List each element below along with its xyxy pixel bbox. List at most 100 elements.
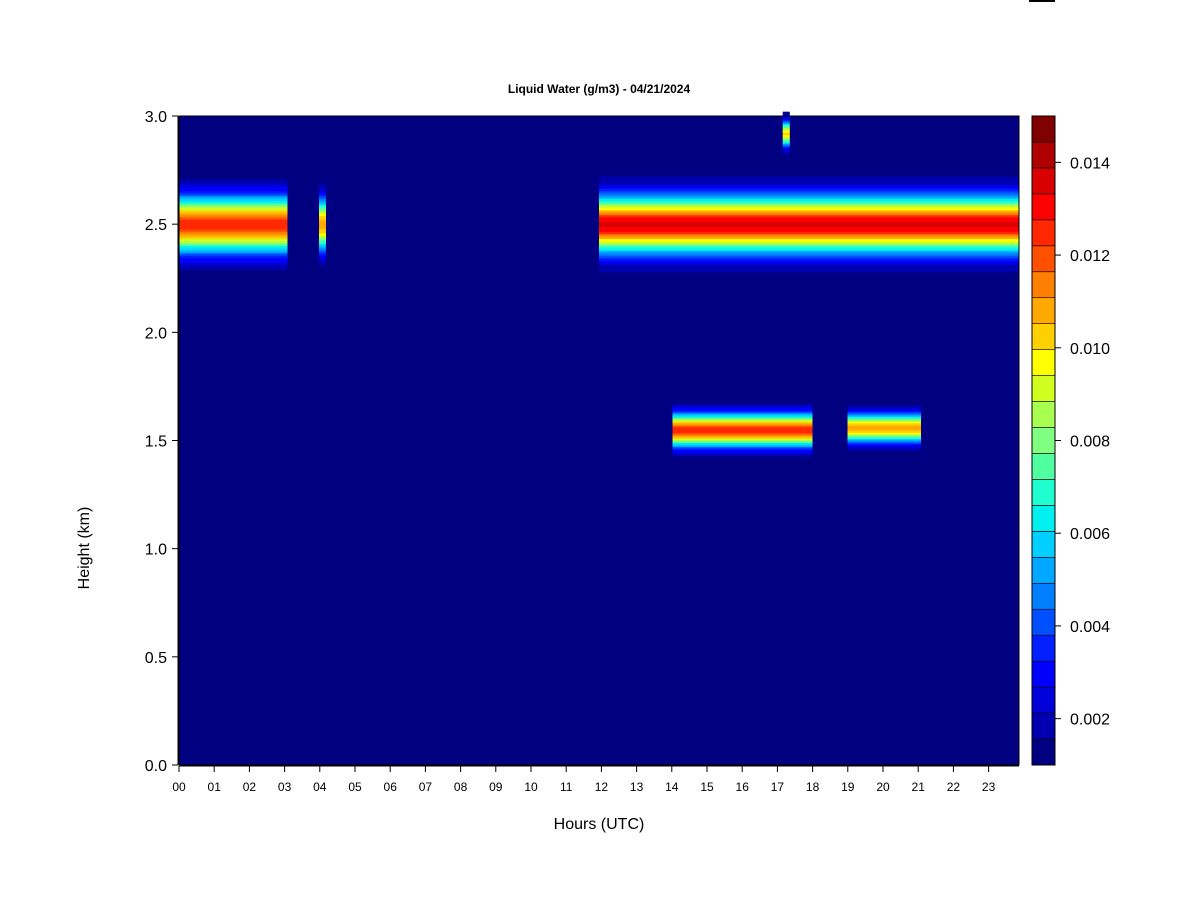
corner-mark: [1029, 0, 1055, 2]
x-tick-label: 12: [595, 780, 609, 794]
x-tick-label: 17: [771, 780, 785, 794]
layer-band: [672, 415, 813, 418]
layer-band: [179, 245, 288, 249]
colorbar-cell: [1031, 219, 1056, 247]
colorbar-cell: [1031, 531, 1056, 558]
layer-band: [179, 236, 288, 240]
layer-band: [599, 226, 1019, 230]
x-tick-label: 10: [524, 780, 538, 794]
layer-band: [847, 447, 921, 450]
layer-band: [847, 442, 921, 445]
layer-band: [782, 122, 790, 125]
layer-band: [782, 111, 790, 114]
layer-band: [672, 424, 813, 427]
layer-band: [319, 258, 326, 262]
y-axis-label: Height (km): [76, 507, 93, 590]
layer-band: [782, 128, 790, 131]
layer-band: [672, 401, 813, 404]
layer-band: [319, 252, 326, 256]
layer-band: [847, 421, 921, 424]
layer-band: [847, 446, 921, 449]
layer-band: [599, 195, 1019, 199]
layer-band: [599, 209, 1019, 213]
layer-band: [847, 406, 921, 408]
colorbar-cell: [1031, 297, 1056, 324]
layer-band: [847, 439, 921, 442]
layer-band: [782, 131, 790, 133]
cloud-layer-5: [782, 111, 790, 156]
layer-band: [319, 198, 326, 201]
layer-band: [599, 236, 1019, 240]
layer-band: [599, 188, 1019, 192]
x-tick-label: 15: [700, 780, 714, 794]
layer-band: [319, 202, 326, 206]
layer-band: [179, 233, 288, 237]
layer-band: [179, 226, 288, 230]
x-tick-label: 04: [313, 780, 327, 794]
layer-band: [672, 412, 813, 415]
layer-band: [319, 180, 326, 184]
colorbar-tick-label: 0.008: [1070, 434, 1110, 451]
layer-band: [179, 224, 288, 228]
layer-band: [672, 402, 813, 405]
layer-band: [847, 415, 921, 418]
layer-band: [672, 407, 813, 410]
layer-band: [319, 234, 326, 238]
layer-band: [599, 259, 1019, 263]
layer-band: [179, 212, 288, 216]
layer-band: [782, 144, 790, 146]
layer-band: [782, 135, 790, 138]
cloud-layer-0: [179, 176, 288, 273]
layer-band: [672, 446, 813, 449]
x-tick-label: 14: [665, 780, 679, 794]
layer-band: [319, 217, 326, 221]
layer-band: [782, 120, 790, 123]
layer-band: [672, 428, 813, 431]
layer-band: [672, 449, 813, 452]
colorbar-cell: [1031, 271, 1056, 299]
layer-band: [599, 181, 1019, 185]
colorbar-cell: [1031, 634, 1056, 662]
layer-band: [847, 419, 921, 421]
layer-band: [319, 206, 326, 210]
layer-band: [847, 408, 921, 411]
layer-band: [319, 260, 326, 264]
layer-band: [847, 429, 921, 432]
layer-band: [179, 176, 288, 180]
x-tick-label: 18: [806, 780, 820, 794]
layer-band: [599, 207, 1019, 211]
layer-band: [179, 217, 288, 221]
layer-band: [319, 226, 326, 230]
layer-band: [599, 267, 1019, 270]
layer-band: [319, 215, 326, 219]
layer-band: [179, 238, 288, 242]
y-axis: 0.0 0.5 1.0 1.5 2.0 2.5 3.0: [145, 109, 179, 775]
x-tick-label: 20: [876, 780, 890, 794]
layer-band: [847, 437, 921, 439]
layer-band: [319, 213, 326, 217]
layer-band: [847, 404, 921, 407]
layer-band: [179, 257, 288, 261]
layer-band: [782, 143, 790, 145]
layer-band: [847, 423, 921, 426]
layer-band: [179, 193, 288, 197]
x-tick-label: 00: [172, 780, 186, 794]
layer-band: [319, 232, 326, 236]
layer-band: [847, 450, 921, 452]
layer-band: [672, 425, 813, 428]
clear-gap-0: [287, 159, 319, 290]
layer-band: [672, 436, 813, 439]
layer-band: [599, 197, 1019, 201]
layer-band: [179, 178, 288, 182]
layer-band: [179, 207, 288, 211]
layer-band: [179, 267, 288, 270]
clear-gap-1: [921, 375, 1019, 484]
layer-band: [847, 434, 921, 437]
layer-band: [847, 445, 921, 448]
layer-band: [599, 247, 1019, 251]
colorbar-cell: [1031, 323, 1056, 350]
y-tick-label: 0.5: [145, 650, 167, 667]
layer-band: [179, 188, 288, 192]
cloud-layer-1: [319, 180, 326, 269]
